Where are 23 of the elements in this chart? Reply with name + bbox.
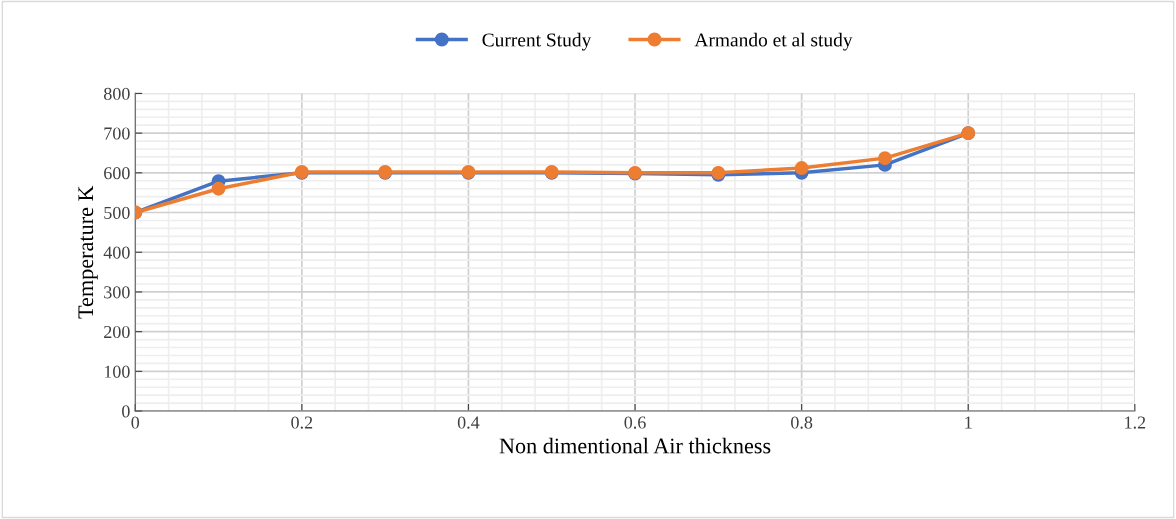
x-tick-label: 0.6 <box>624 416 646 429</box>
x-tick-label: 1 <box>965 416 972 429</box>
y-axis-title: Temperature K <box>78 185 98 319</box>
legend-label: Armando et al study <box>694 32 853 51</box>
y-tick-label: 500 <box>104 206 130 219</box>
x-tick-label: 0 <box>131 416 140 429</box>
y-tick-label: 0 <box>122 405 130 418</box>
y-tick-label: 100 <box>104 365 130 378</box>
legend-label: Current Study <box>482 32 592 51</box>
y-tick-label: 600 <box>104 167 130 180</box>
point <box>211 181 226 196</box>
y-tick-label: 200 <box>104 325 130 339</box>
x-tick-label: 1.2 <box>1125 416 1146 429</box>
y-tick-label: 400 <box>103 246 130 259</box>
point <box>794 161 809 176</box>
y-tick-label: 700 <box>104 127 130 140</box>
point <box>877 151 892 166</box>
y-tick-label: 800 <box>103 87 130 100</box>
y-tick-label: 300 <box>104 286 130 299</box>
x-axis-title: Non dimentional Air thickness <box>499 437 771 454</box>
x-tick-label: 0.2 <box>291 416 313 429</box>
x-tick-label: 0.4 <box>457 416 480 429</box>
x-tick-label: 0.8 <box>791 416 813 429</box>
